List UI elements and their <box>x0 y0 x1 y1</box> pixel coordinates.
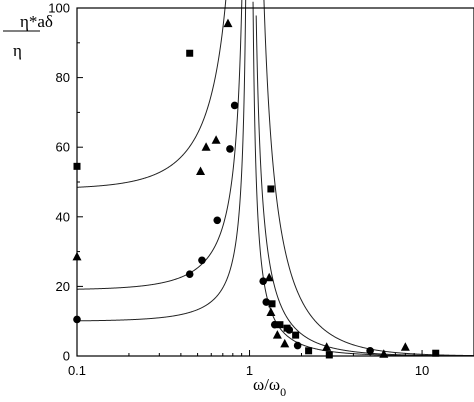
circle-marker <box>366 346 374 355</box>
y-tick-label: 100 <box>48 1 70 16</box>
model-curve <box>263 0 474 357</box>
model-curve <box>76 0 227 188</box>
circle-marker <box>262 298 271 306</box>
triangle-marker <box>264 272 274 282</box>
triangle-marker <box>223 18 233 28</box>
ylabel-numerator: η*aδ <box>20 12 53 31</box>
y-tick-label: 0 <box>63 349 70 364</box>
x-tick-label: 10 <box>415 363 429 378</box>
circle-marker <box>213 216 222 225</box>
square-marker <box>432 349 440 357</box>
triangle-marker <box>400 342 410 351</box>
y-tick-label: 80 <box>56 70 70 85</box>
square-marker <box>276 321 284 329</box>
circle-marker <box>259 277 267 285</box>
square-marker <box>325 351 333 359</box>
triangle-marker <box>272 330 282 339</box>
model-curve <box>255 15 474 357</box>
triangle-marker <box>322 342 332 351</box>
axis-ticks: 0 20 40 60 80 100 0.1 1 10 <box>48 1 474 378</box>
model-curve <box>252 1 474 357</box>
xlabel-subscript: 0 <box>280 385 286 399</box>
data-markers <box>72 18 440 359</box>
circle-marker <box>293 341 302 350</box>
circle-marker <box>285 326 294 334</box>
circle-marker <box>270 320 279 329</box>
y-tick-label: 60 <box>56 140 70 155</box>
square-marker <box>268 300 276 308</box>
ylabel-denominator: η <box>13 41 22 60</box>
y-tick-label: 40 <box>56 209 70 224</box>
square-marker <box>292 331 300 339</box>
xlabel-main: ω/ω <box>253 375 280 394</box>
square-marker <box>267 185 275 193</box>
circle-marker <box>226 145 234 153</box>
triangle-marker <box>211 135 221 144</box>
triangle-marker <box>266 307 276 316</box>
square-marker <box>305 347 313 355</box>
circle-marker <box>198 256 206 265</box>
xlabel: ω/ω0 <box>253 375 286 399</box>
square-marker <box>186 49 194 57</box>
x-tick-label: 1 <box>246 363 253 378</box>
circle-marker <box>230 101 239 110</box>
triangle-marker <box>196 166 206 176</box>
y-tick-label: 20 <box>56 279 70 294</box>
model-curve <box>77 0 247 322</box>
triangle-marker <box>201 142 211 151</box>
model-curve <box>77 0 243 290</box>
circle-marker <box>185 270 194 279</box>
triangle-marker <box>280 338 290 348</box>
x-tick-label: 0.1 <box>68 363 86 378</box>
